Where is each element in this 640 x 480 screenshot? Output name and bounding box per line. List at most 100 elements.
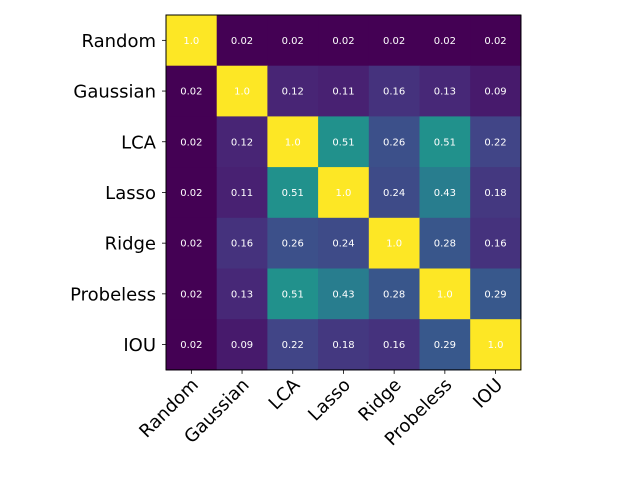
cell-value-label: 0.02 — [180, 289, 202, 300]
cell-value-label: 0.02 — [180, 239, 202, 250]
heatmap-cell-probeless-gaussian — [216, 268, 268, 320]
cell-value-label: 1.0 — [285, 137, 301, 148]
cell-value-label: 0.16 — [383, 87, 405, 98]
cell-value-label: 0.43 — [434, 188, 456, 199]
cell-value-label: 0.51 — [332, 137, 354, 148]
cell-value-label: 0.02 — [332, 36, 354, 47]
heatmap-cell-ridge-lasso — [318, 217, 370, 270]
cell-value-label: 0.12 — [282, 87, 304, 98]
heatmap-cell-lasso-lasso — [318, 167, 370, 219]
plot-frame — [165, 14, 522, 371]
heatmap-cell-lasso-ridge — [368, 167, 421, 219]
heatmap-cell-lasso-iou — [470, 167, 522, 219]
x-tick-label: IOU — [469, 375, 507, 413]
cell-value-label: 1.0 — [335, 188, 351, 199]
cell-value-label: 0.11 — [231, 188, 253, 199]
cell-value-label: 0.13 — [231, 289, 253, 300]
heatmap-cell-lca-probeless — [419, 116, 471, 168]
x-tick-label: Lasso — [304, 375, 355, 426]
heatmap-cell-random-lca — [267, 15, 319, 67]
heatmap-cell-lasso-lca — [267, 167, 319, 219]
heatmap-cell-gaussian-lasso — [318, 65, 370, 117]
heatmap-cell-lca-lca — [267, 116, 319, 168]
heatmap-cell-lca-lasso — [318, 116, 370, 168]
heatmap-cell-lasso-random — [166, 167, 218, 219]
heatmap-cell-lca-iou — [470, 116, 522, 168]
cell-value-label: 0.29 — [434, 340, 456, 351]
heatmap-cell-lca-random — [166, 116, 218, 168]
cell-value-label: 0.02 — [434, 36, 456, 47]
heatmap-cell-gaussian-gaussian — [216, 65, 268, 117]
heatmap-cell-probeless-ridge — [368, 268, 421, 320]
heatmap-cell-gaussian-iou — [470, 65, 522, 117]
heatmap-cells — [166, 15, 522, 371]
heatmap-value-labels: 1.0 0.02 0.02 0.02 0.02 0.02 0.02 0.02 1.0 0.12 0.… — [180, 36, 506, 351]
heatmap-cell-iou-probeless — [419, 319, 471, 371]
y-tick-label: LCA — [121, 132, 157, 153]
cell-value-label: 1.0 — [183, 36, 199, 47]
cell-value-label: 1.0 — [386, 239, 402, 250]
cell-value-label: 0.11 — [332, 87, 354, 98]
cell-value-label: 0.22 — [484, 137, 506, 148]
heatmap-cell-probeless-iou — [470, 268, 522, 320]
heatmap-cell-random-probeless — [419, 15, 471, 67]
heatmap-cell-ridge-lca — [267, 217, 319, 270]
cell-value-label: 0.02 — [180, 137, 202, 148]
heatmap-cell-lasso-probeless — [419, 167, 471, 219]
cell-value-label: 0.02 — [180, 87, 202, 98]
cell-value-label: 0.02 — [180, 188, 202, 199]
heatmap-cell-gaussian-probeless — [419, 65, 471, 117]
cell-value-label: 0.24 — [332, 239, 354, 250]
heatmap-cell-probeless-random — [166, 268, 218, 320]
heatmap-cell-random-ridge — [368, 15, 421, 67]
heatmap-cell-ridge-random — [166, 217, 218, 270]
cell-value-label: 0.28 — [383, 289, 405, 300]
heatmap-cell-lasso-gaussian — [216, 167, 268, 219]
heatmap-cell-iou-lasso — [318, 319, 370, 371]
heatmap-cell-probeless-lca — [267, 268, 319, 320]
heatmap-cell-ridge-iou — [470, 217, 522, 270]
y-tick-label: IOU — [123, 335, 156, 356]
cell-value-label: 0.43 — [332, 289, 354, 300]
heatmap-cell-lca-ridge — [368, 116, 421, 168]
cell-value-label: 0.28 — [434, 239, 456, 250]
heatmap-cell-ridge-probeless — [419, 217, 471, 270]
heatmap-cell-probeless-lasso — [318, 268, 370, 320]
cell-value-label: 0.16 — [383, 340, 405, 351]
heatmap-cell-lca-gaussian — [216, 116, 268, 168]
heatmap-cell-probeless-probeless — [419, 268, 471, 320]
y-tick-label: Lasso — [105, 183, 156, 204]
cell-value-label: 0.29 — [484, 289, 506, 300]
cell-value-label: 0.51 — [282, 289, 304, 300]
y-axis: Random Gaussian LCA Lasso Ridge Probeless IOU — [70, 31, 166, 356]
heatmap-cell-ridge-gaussian — [216, 217, 268, 270]
cell-value-label: 0.02 — [282, 36, 304, 47]
heatmap-cell-ridge-ridge — [368, 217, 421, 270]
heatmap-cell-iou-lca — [267, 319, 319, 371]
y-tick-label: Ridge — [105, 234, 156, 255]
heatmap-cell-random-iou — [470, 15, 522, 67]
y-tick-label: Random — [81, 31, 156, 52]
heatmap-cell-gaussian-lca — [267, 65, 319, 117]
heatmap-cell-random-gaussian — [216, 15, 268, 67]
cell-value-label: 0.13 — [434, 87, 456, 98]
heatmap-cell-gaussian-random — [166, 65, 218, 117]
cell-value-label: 0.16 — [231, 239, 253, 250]
cell-value-label: 1.0 — [437, 289, 453, 300]
cell-value-label: 1.0 — [234, 87, 250, 98]
y-tick-label: Probeless — [70, 284, 156, 305]
cell-value-label: 0.18 — [484, 188, 506, 199]
cell-value-label: 0.02 — [484, 36, 506, 47]
cell-value-label: 0.51 — [434, 137, 456, 148]
cell-value-label: 0.22 — [282, 340, 304, 351]
cell-value-label: 0.24 — [383, 188, 405, 199]
heatmap-cell-iou-iou — [470, 319, 522, 371]
heatmap-cell-iou-random — [166, 319, 218, 371]
heatmap-cell-iou-gaussian — [216, 319, 268, 371]
cell-value-label: 0.18 — [332, 340, 354, 351]
cell-value-label: 0.02 — [180, 340, 202, 351]
cell-value-label: 0.09 — [231, 340, 253, 351]
cell-value-label: 0.12 — [231, 137, 253, 148]
